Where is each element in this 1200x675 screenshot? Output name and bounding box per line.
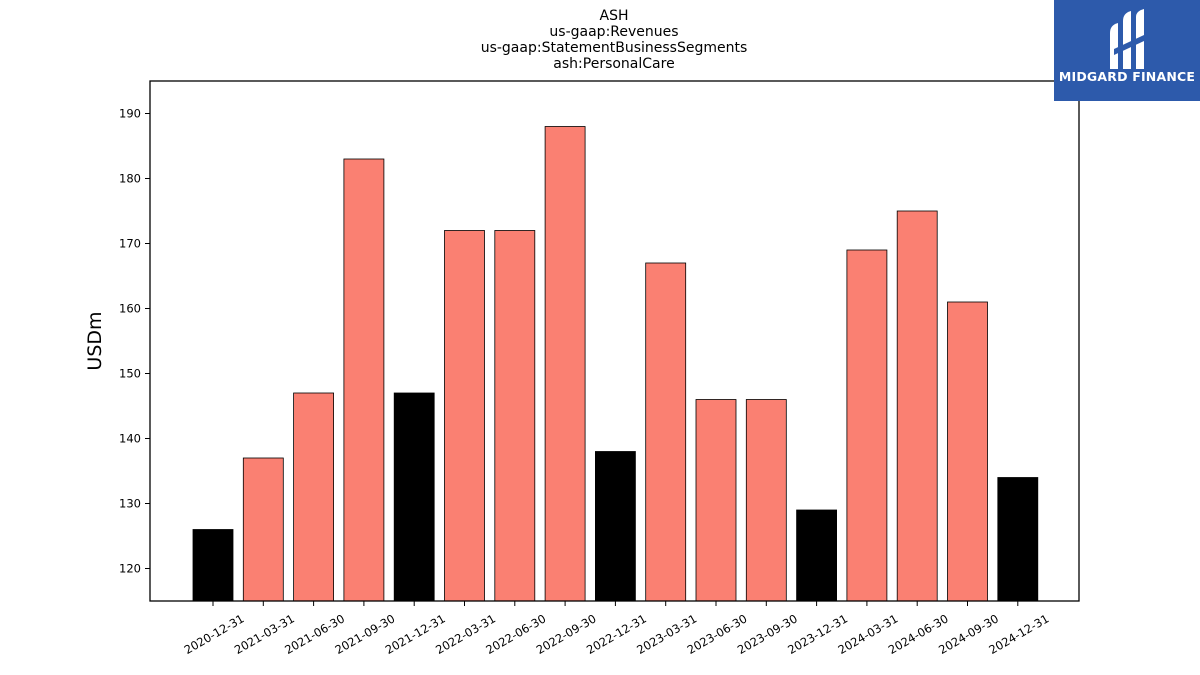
bar-2022-09-30 [544, 126, 586, 602]
midgard-logo-icon [1110, 9, 1144, 69]
bar-2022-12-31 [595, 451, 636, 602]
title-line-4: ash:PersonalCare [553, 56, 674, 72]
bar-2024-06-30 [896, 210, 938, 602]
y-tick-label-170: 170 [119, 237, 141, 251]
plot-frame [149, 80, 1080, 602]
y-tick-label-130: 130 [119, 497, 141, 511]
y-tick-label-150: 150 [119, 367, 141, 381]
bar-2024-03-31 [846, 249, 888, 602]
title-line-2: us-gaap:Revenues [549, 24, 678, 40]
y-tick-label-190: 190 [119, 107, 141, 121]
bar-2022-06-30 [494, 230, 536, 602]
bar-2021-06-30 [293, 392, 335, 602]
y-tick-label-160: 160 [119, 302, 141, 316]
y-axis: 120 130 140 150 160 170 180 190 [119, 107, 150, 576]
title-line-1: ASH [600, 8, 629, 24]
y-tick-label-140: 140 [119, 432, 141, 446]
brand-logo: MIDGARD FINANCE [1054, 0, 1200, 101]
chart-title: ASH us-gaap:Revenues us-gaap:StatementBu… [481, 8, 748, 72]
logo-text: MIDGARD FINANCE [1058, 69, 1196, 84]
bar-2024-12-31 [997, 477, 1039, 602]
x-axis: 2020-12-312021-03-312021-06-302021-09-30… [182, 601, 1051, 657]
bar-2021-09-30 [343, 158, 385, 602]
bar-2024-09-30 [947, 301, 988, 602]
bar-2023-03-31 [645, 262, 687, 602]
bar-2023-06-30 [695, 399, 737, 602]
bar-2021-12-31 [393, 392, 435, 602]
bar-2020-12-31 [192, 529, 234, 602]
title-line-3: us-gaap:StatementBusinessSegments [481, 40, 748, 56]
bars-group [192, 126, 1039, 602]
y-tick-label-180: 180 [119, 172, 141, 186]
bar-2022-03-31 [444, 230, 485, 602]
y-tick-label-120: 120 [119, 562, 141, 576]
bar-2023-09-30 [745, 399, 787, 602]
bar-2023-12-31 [796, 509, 837, 602]
y-axis-label: USDm [84, 311, 106, 370]
bar-2021-03-31 [242, 457, 284, 602]
